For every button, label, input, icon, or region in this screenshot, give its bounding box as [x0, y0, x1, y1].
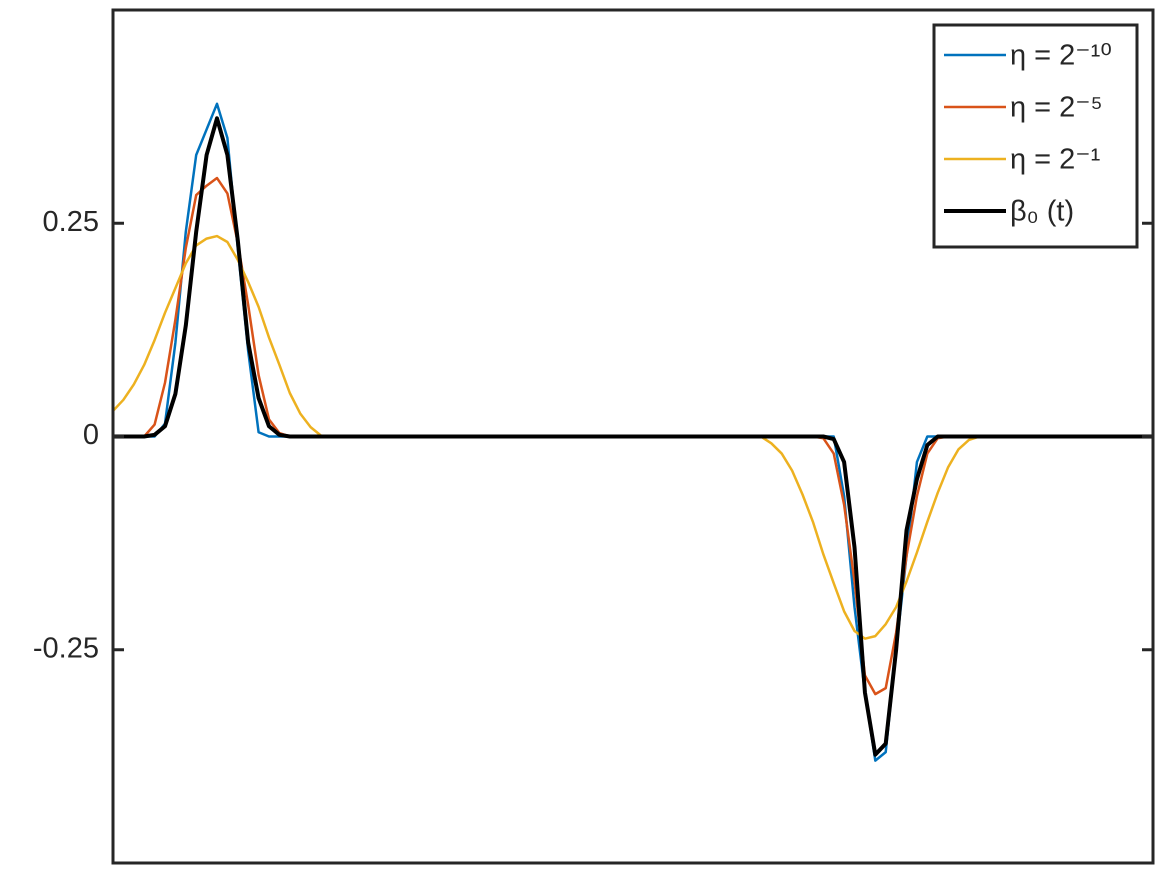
- y-tick-label: -0.25: [33, 632, 99, 664]
- legend-label: η = 2⁻⁵: [1010, 92, 1103, 124]
- series-line: [113, 116, 1153, 757]
- legend-label: β₀ (t): [1010, 196, 1074, 228]
- y-tick-label: 0: [83, 419, 99, 451]
- legend-label: η = 2⁻¹: [1010, 144, 1101, 176]
- lines: [113, 102, 1153, 762]
- series-line: [113, 234, 1153, 640]
- legend-label: η = 2⁻¹⁰: [1010, 40, 1112, 72]
- legend: η = 2⁻¹⁰ η = 2⁻⁵ η = 2⁻¹ β₀ (t): [932, 23, 1139, 249]
- y-tick-label: 0.25: [43, 206, 99, 238]
